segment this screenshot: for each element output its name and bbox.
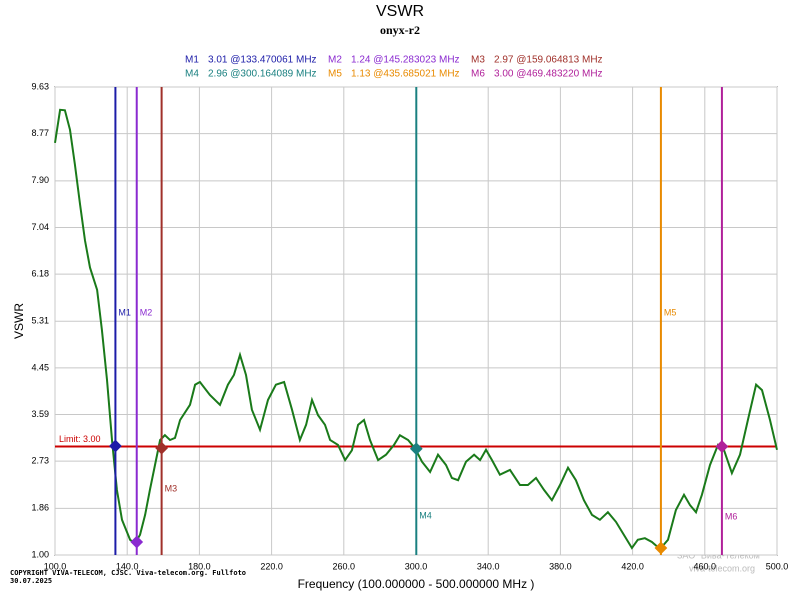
y-tick-label: 3.59 [31,409,49,419]
marker-readout-name: M1 [185,55,199,66]
x-tick-label: 100.0 [44,561,67,571]
x-tick-label: 460.0 [694,561,717,571]
marker-tag: M6 [725,511,738,521]
y-tick-label: 5.31 [31,316,49,326]
copyright: COPYRIGHT VIVA-TELECOM, CJSC. Viva-telec… [10,569,246,577]
y-tick-label: 7.90 [31,175,49,185]
x-tick-label: 500.0 [766,561,789,571]
marker-readout-name: M5 [328,69,342,80]
x-tick-label: 260.0 [333,561,356,571]
marker-readout-name: M4 [185,69,199,80]
x-tick-label: 220.0 [260,561,283,571]
marker-readout-name: M6 [471,69,485,80]
marker-readout: 2.96 @300.164089 MHz [208,69,317,80]
vswr-line [54,108,778,551]
x-tick-label: 180.0 [188,561,211,571]
date: 30.07.2025 [10,577,52,585]
marker-readout: 1.24 @145.283023 MHz [351,55,460,66]
marker-readout: 3.01 @133.470061 MHz [208,55,317,66]
marker-tag: M5 [664,307,677,317]
x-tick-label: 420.0 [621,561,644,571]
marker-readout: 2.97 @159.064813 MHz [494,55,603,66]
y-tick-label: 4.45 [31,362,49,372]
marker-diamond [109,439,122,453]
marker-diamond [409,442,423,456]
marker-readout-name: M2 [328,55,342,66]
marker-readout: 3.00 @469.483220 MHz [494,69,603,80]
chart-title: VSWR [376,3,424,20]
y-tick-label: 2.73 [31,456,49,466]
y-tick-label: 1.00 [31,549,49,559]
chart-subtitle: onyx-r2 [380,23,420,37]
x-tick-label: 300.0 [405,561,428,571]
marker-diamond [155,441,168,455]
marker-tag: M4 [419,510,432,520]
marker-tag: M1 [118,307,131,317]
limit-label: Limit: 3.00 [59,434,101,444]
x-tick-label: 140.0 [116,561,139,571]
x-tick-label: 380.0 [549,561,572,571]
marker-readout-name: M3 [471,55,485,66]
y-axis-label: VSWR [12,303,26,339]
x-axis-label: Frequency (100.000000 - 500.000000 MHz ) [298,577,535,591]
y-tick-label: 9.63 [31,81,49,91]
y-tick-label: 7.04 [31,222,49,232]
watermark: viva-telecom.org [689,563,755,573]
y-tick-label: 1.86 [31,503,49,513]
y-tick-label: 6.18 [31,268,49,278]
y-tick-label: 8.77 [31,128,49,138]
marker-tag: M3 [165,483,178,493]
marker-readout: 1.13 @435.685021 MHz [351,69,460,80]
marker-tag: M2 [140,307,153,317]
x-tick-label: 340.0 [477,561,500,571]
